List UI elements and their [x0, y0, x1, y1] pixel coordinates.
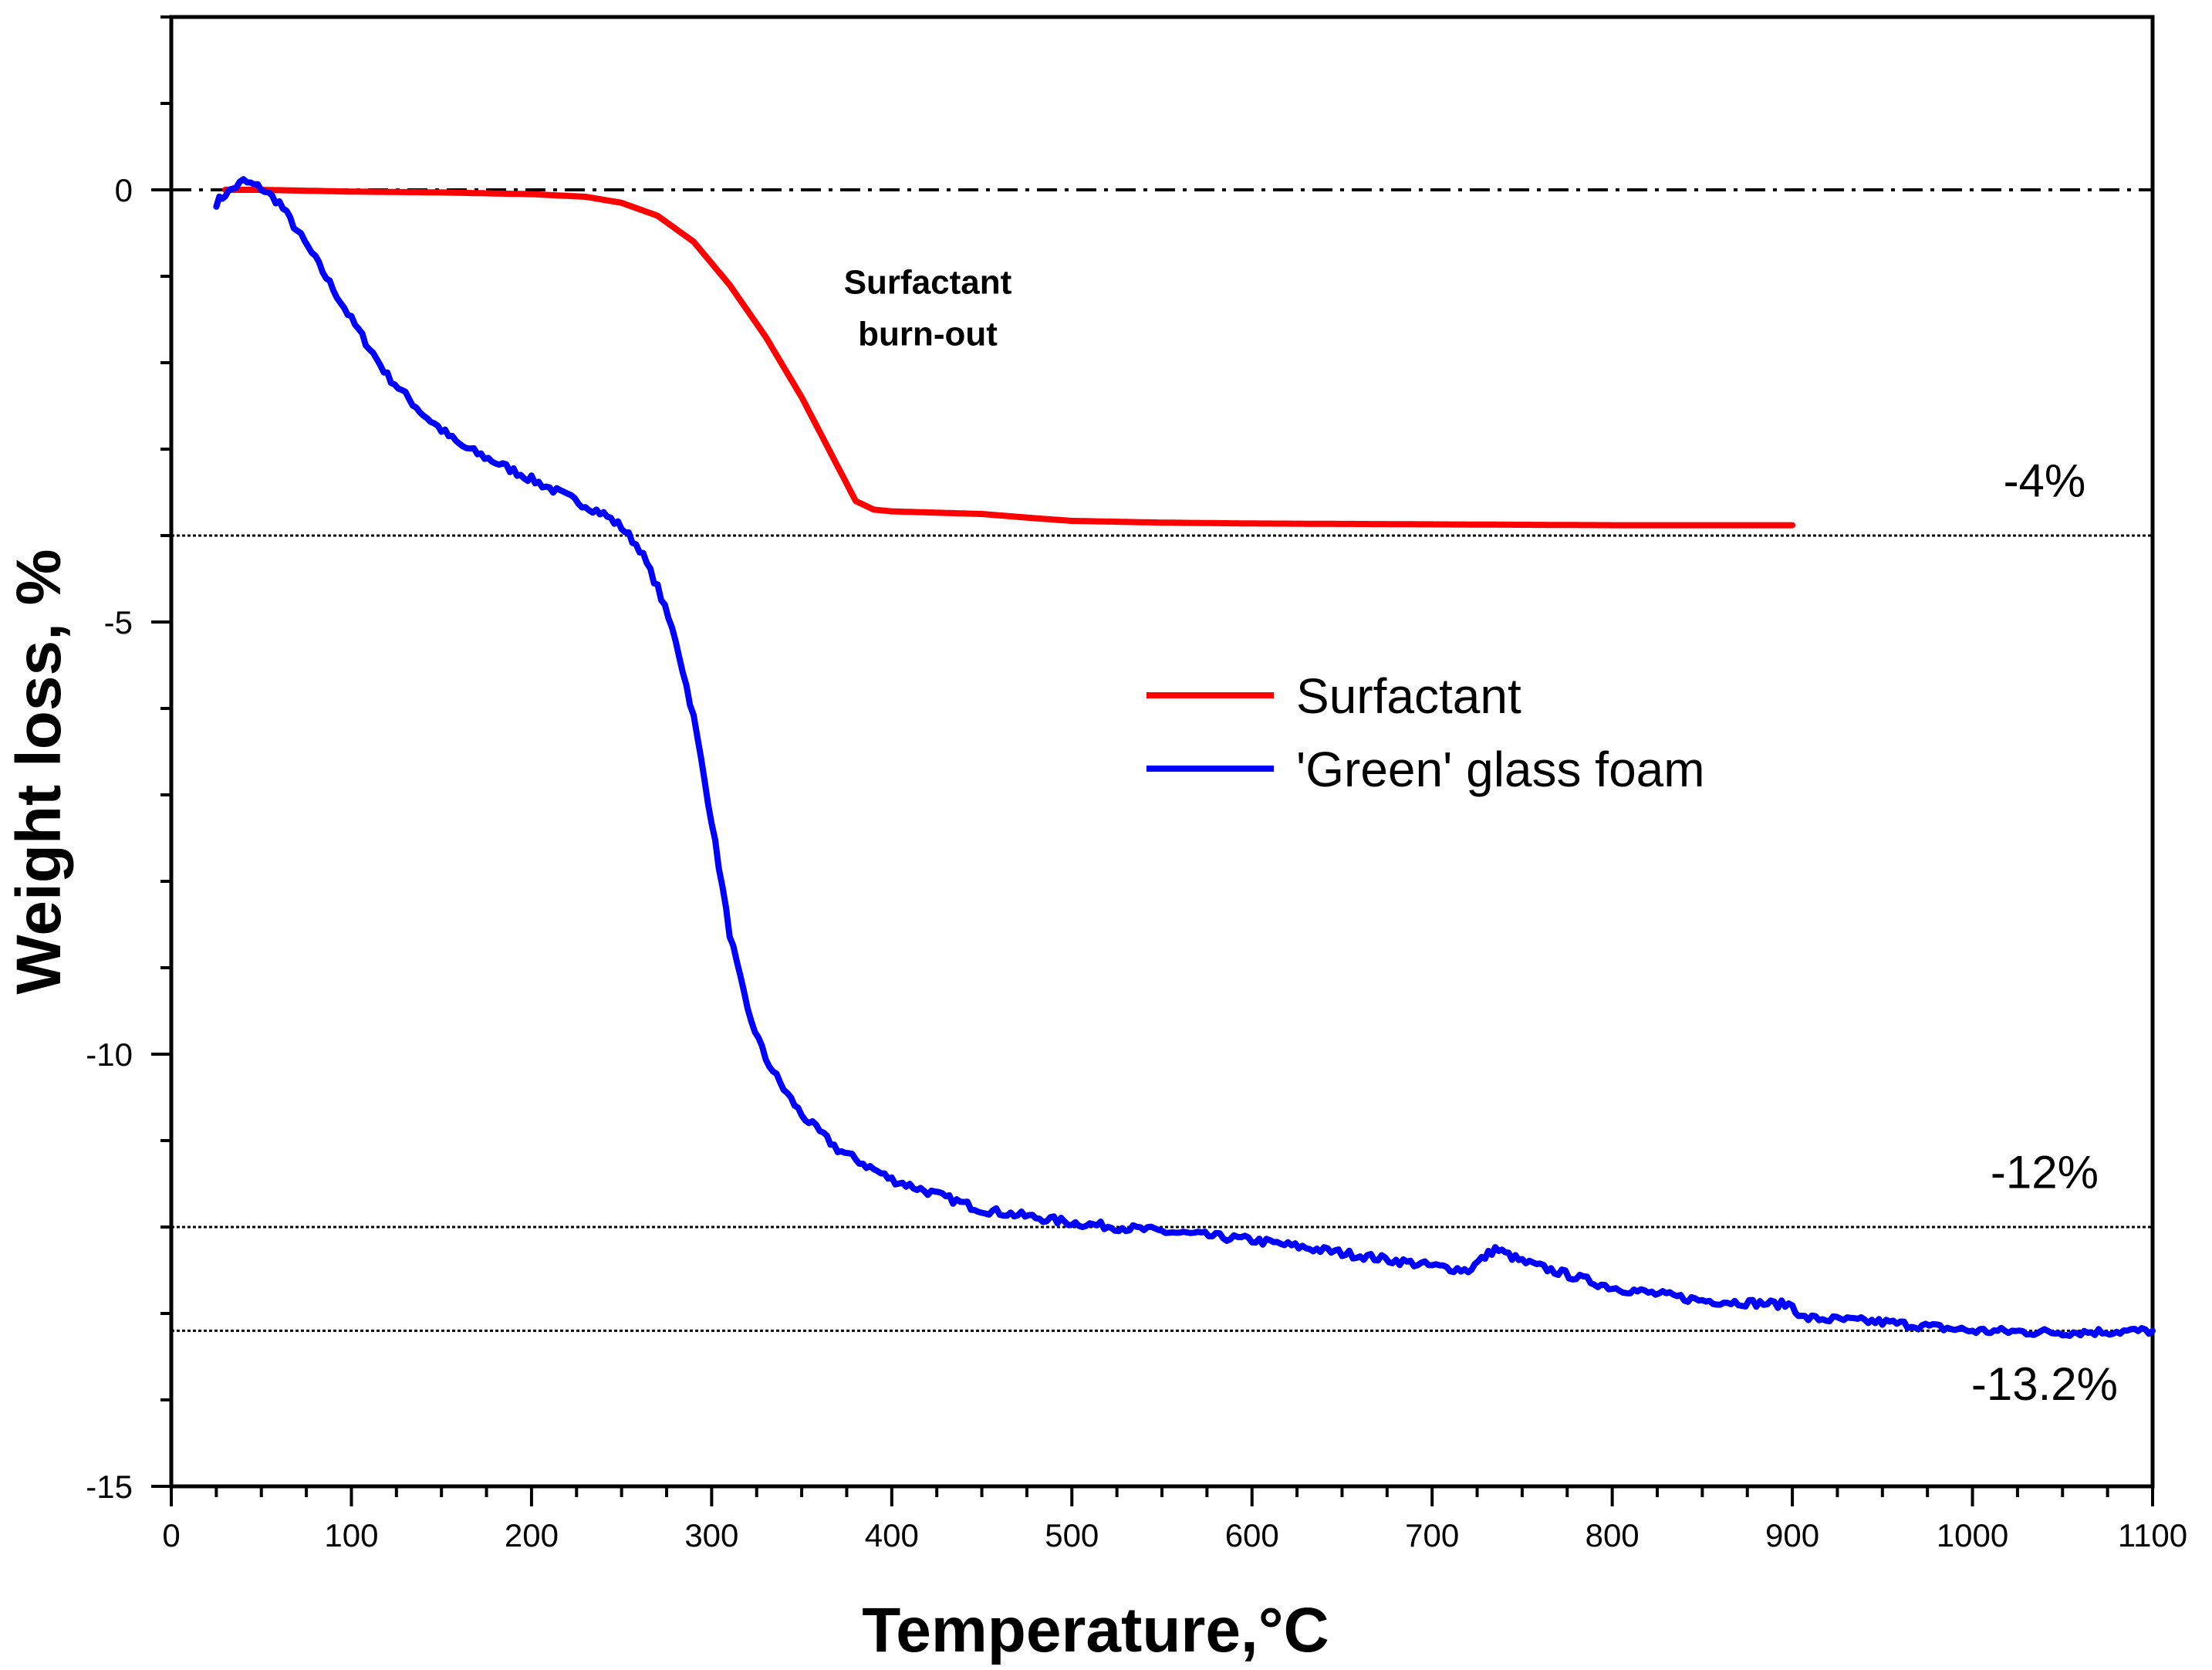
x-tick-label: 200 — [505, 1517, 559, 1553]
x-tick-label: 1000 — [1937, 1517, 2008, 1553]
x-tick-label: 900 — [1765, 1517, 1819, 1553]
x-tick-label: 0 — [162, 1517, 180, 1553]
x-tick-label: 300 — [684, 1517, 738, 1553]
x-axis-ticks: 0 100 200 300 400 500 600 700 800 900 1000 1100 — [162, 1486, 2187, 1553]
y-tick-label: -5 — [104, 604, 133, 641]
annotations-layer: -4% -12% -13.2% — [1971, 455, 2118, 1410]
legend-label-green-glass-foam: 'Green' glass foam — [1296, 742, 1705, 797]
plot-frame — [169, 15, 2155, 1489]
x-tick-label: 400 — [865, 1517, 919, 1553]
x-tick-label: 100 — [324, 1517, 378, 1553]
annotation-label: -4% — [2004, 455, 2086, 507]
y-tick-label: 0 — [115, 172, 133, 208]
x-tick-label: 800 — [1586, 1517, 1640, 1553]
series-line-green-glass-foam — [213, 176, 2156, 1339]
annotation-label: -12% — [1991, 1147, 2099, 1198]
series-layer — [213, 176, 2156, 1339]
x-tick-label: 1100 — [2118, 1517, 2187, 1553]
series-line-surfactant — [222, 187, 1796, 529]
x-tick-label: 500 — [1045, 1517, 1099, 1553]
x-axis-title: Temperature,°C — [862, 1595, 1329, 1665]
x-tick-label: 600 — [1225, 1517, 1279, 1553]
callout-line-1: Surfactant — [844, 263, 1012, 301]
annotation-label: -13.2% — [1971, 1358, 2118, 1410]
y-axis-ticks: 0 -5 -10 -15 — [86, 15, 171, 1505]
y-tick-label: -10 — [86, 1036, 133, 1073]
reference-lines — [171, 188, 2153, 1332]
legend-label-surfactant: Surfactant — [1296, 668, 1521, 724]
legend: Surfactant 'Green' glass foam — [1147, 668, 1705, 797]
x-tick-label: 700 — [1405, 1517, 1459, 1553]
y-axis-title: Weight loss, % — [4, 549, 74, 994]
callout-line-2: burn-out — [858, 316, 998, 353]
y-tick-label: -15 — [86, 1469, 133, 1505]
